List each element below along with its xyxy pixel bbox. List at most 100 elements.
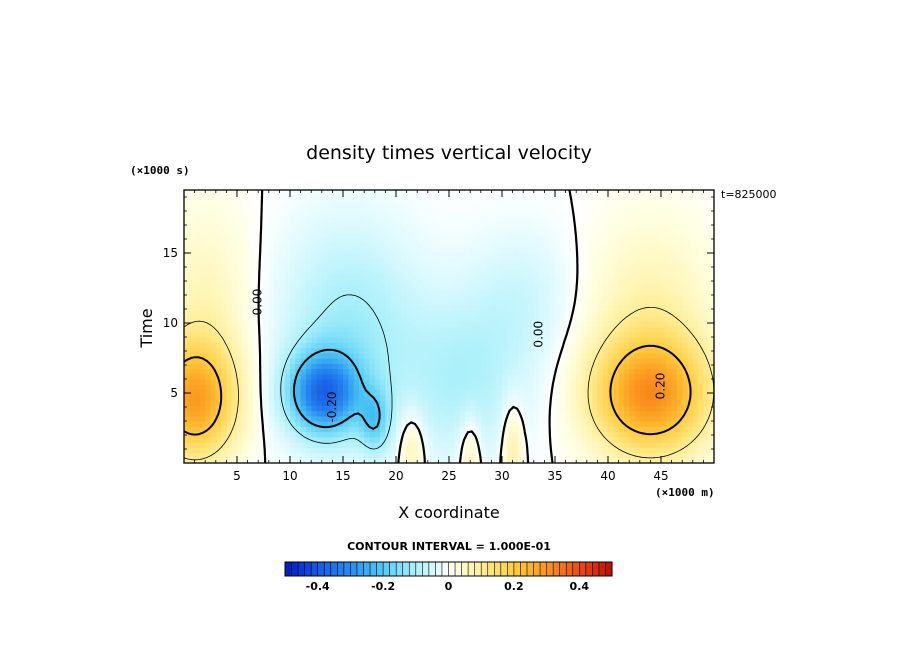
heatmap-cell <box>284 237 291 244</box>
heatmap-cell <box>358 305 365 312</box>
heatmap-cell <box>581 326 588 333</box>
heatmap-cell <box>184 363 190 370</box>
heatmap-cell <box>576 347 583 354</box>
heatmap-cell <box>443 200 450 207</box>
heatmap-cell <box>390 363 397 370</box>
heatmap-cell <box>597 384 604 391</box>
heatmap-cell <box>560 410 567 417</box>
heatmap-cell <box>661 457 667 463</box>
heatmap-cell <box>507 384 514 391</box>
heatmap-cell <box>634 400 641 406</box>
heatmap-cell <box>682 442 689 448</box>
heatmap-cell <box>491 310 498 317</box>
heatmap-cell <box>290 284 296 291</box>
heatmap-cell <box>480 436 487 443</box>
heatmap-cell <box>464 410 471 417</box>
heatmap-cell <box>645 421 651 427</box>
heatmap-cell <box>226 373 233 380</box>
heatmap-cell <box>629 384 636 391</box>
heatmap-cell <box>687 232 694 238</box>
heatmap-cell <box>555 426 561 433</box>
heatmap-cell <box>327 253 333 259</box>
heatmap-cell <box>210 415 217 422</box>
heatmap-cell <box>629 321 636 328</box>
heatmap-cell <box>565 447 572 454</box>
heatmap-cell <box>560 242 567 249</box>
heatmap-cell <box>305 268 312 275</box>
heatmap-cell <box>215 274 222 280</box>
heatmap-cell <box>464 368 471 375</box>
heatmap-cell <box>639 310 646 317</box>
heatmap-cell <box>676 305 683 312</box>
heatmap-cell <box>199 237 206 244</box>
heatmap-cell <box>502 394 508 401</box>
heatmap-cell <box>523 405 530 412</box>
heatmap-cell <box>539 352 545 359</box>
heatmap-cell <box>226 394 233 401</box>
heatmap-cell <box>570 426 577 433</box>
heatmap-cell <box>380 263 386 270</box>
heatmap-cell <box>396 321 402 328</box>
heatmap-cell <box>406 268 413 275</box>
heatmap-cell <box>449 237 455 244</box>
heatmap-cell <box>470 337 477 343</box>
heatmap-cell <box>205 389 212 396</box>
heatmap-cell <box>523 211 530 217</box>
heatmap-cell <box>602 452 609 459</box>
heatmap-cell <box>305 405 312 412</box>
heatmap-cell <box>592 442 598 448</box>
heatmap-cell <box>311 253 318 259</box>
heatmap-cell <box>496 405 503 412</box>
heatmap-cell <box>449 421 455 427</box>
heatmap-cell <box>570 379 577 385</box>
heatmap-cell <box>703 300 710 307</box>
heatmap-cell <box>576 205 583 212</box>
heatmap-cell <box>332 368 339 375</box>
heatmap-cell <box>374 405 381 412</box>
heatmap-cell <box>692 289 699 296</box>
heatmap-cell <box>570 436 577 443</box>
heatmap-cell <box>427 379 434 385</box>
heatmap-cell <box>374 284 381 291</box>
heatmap-cell <box>199 363 206 370</box>
heatmap-cell <box>242 226 249 233</box>
heatmap-cell <box>443 415 450 422</box>
heatmap-cell <box>475 279 482 286</box>
heatmap-cell <box>337 363 344 370</box>
heatmap-cell <box>406 358 413 364</box>
heatmap-cell <box>655 421 662 427</box>
heatmap-cell <box>353 284 360 291</box>
heatmap-cell <box>539 326 545 333</box>
heatmap-cell <box>343 316 349 322</box>
heatmap-cell <box>512 310 519 317</box>
heatmap-cell <box>449 347 455 354</box>
heatmap-cell <box>597 289 604 296</box>
heatmap-cell <box>396 232 402 238</box>
heatmap-cell <box>396 394 402 401</box>
heatmap-cell <box>374 237 381 244</box>
heatmap-cell <box>645 263 651 270</box>
heatmap-cell <box>348 310 355 317</box>
heatmap-cell <box>623 226 630 233</box>
heatmap-cell <box>698 279 704 286</box>
heatmap-cell <box>597 347 604 354</box>
heatmap-cell <box>316 226 323 233</box>
heatmap-cell <box>189 337 196 343</box>
heatmap-cell <box>586 258 593 265</box>
heatmap-cell <box>650 295 657 301</box>
heatmap-cell <box>305 237 312 244</box>
heatmap-cell <box>597 426 604 433</box>
heatmap-cell <box>470 310 477 317</box>
heatmap-cell <box>284 316 291 322</box>
heatmap-cell <box>449 415 455 422</box>
heatmap-cell <box>316 221 323 228</box>
heatmap-cell <box>597 415 604 422</box>
heatmap-cell <box>263 394 270 401</box>
heatmap-cell <box>316 295 323 301</box>
heatmap-cell <box>433 295 439 301</box>
heatmap-cell <box>295 284 302 291</box>
heatmap-cell <box>698 258 704 265</box>
heatmap-cell <box>369 379 376 385</box>
heatmap-cell <box>449 379 455 385</box>
heatmap-cell <box>698 452 704 459</box>
